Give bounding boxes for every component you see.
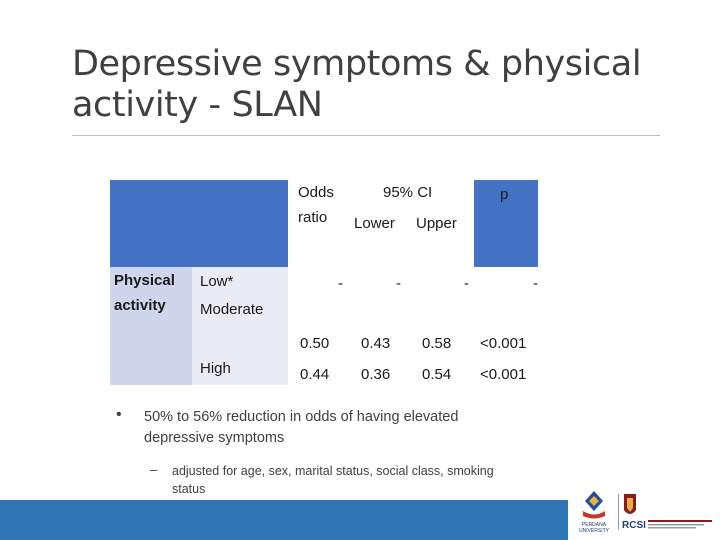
header-blank-cell	[110, 180, 288, 267]
level-cell	[192, 267, 288, 385]
level-moderate: Moderate	[200, 301, 264, 318]
row-low-or: -	[338, 275, 343, 292]
perdana-logo-line1: PERDANA	[582, 522, 607, 528]
bullet-text: 50% to 56% reduction in odds of having e…	[144, 409, 459, 446]
row-low-p: -	[533, 275, 538, 292]
bullet-dot-icon: •	[116, 406, 122, 423]
row-low-upper: -	[464, 275, 469, 292]
header-ci: 95% CI	[383, 184, 433, 201]
row-moderate-p: <0.001	[480, 335, 527, 352]
header-ci-area	[288, 180, 474, 267]
slide-title: Depressive symptoms & physical activity …	[72, 44, 672, 126]
header-p: p	[500, 186, 509, 203]
header-odds-line2: ratio	[298, 209, 328, 226]
title-line-2: activity - SLAN	[72, 85, 323, 125]
header-upper: Upper	[416, 215, 457, 232]
rcsi-logo-icon: RCSI	[618, 494, 712, 531]
row-label-line2: activity	[114, 297, 166, 314]
level-low: Low*	[200, 273, 234, 290]
dash-icon: –	[150, 462, 158, 477]
row-label-line1: Physical	[114, 272, 175, 289]
rcsi-logo-text: RCSI	[622, 520, 646, 531]
header-p-cell	[474, 180, 538, 267]
row-high-upper: 0.54	[422, 366, 452, 383]
row-moderate-upper: 0.58	[422, 335, 452, 352]
row-label-cell	[110, 267, 192, 385]
level-high: High	[200, 360, 231, 377]
perdana-logo-icon: PERDANA UNIVERSITY	[579, 491, 610, 534]
title-line-1: Depressive symptoms & physical	[72, 44, 642, 84]
row-low-lower: -	[396, 275, 401, 292]
row-moderate-or: 0.50	[300, 335, 330, 352]
row-moderate-lower: 0.43	[361, 335, 391, 352]
row-high-p: <0.001	[480, 366, 527, 383]
sub-bullet-text: adjusted for age, sex, marital status, s…	[172, 464, 494, 496]
perdana-logo-line2: UNIVERSITY	[579, 528, 610, 534]
row-high-or: 0.44	[300, 366, 330, 383]
title-divider	[72, 135, 660, 136]
header-odds-line1: Odds	[298, 184, 334, 201]
header-lower: Lower	[354, 215, 395, 232]
row-high-lower: 0.36	[361, 366, 391, 383]
